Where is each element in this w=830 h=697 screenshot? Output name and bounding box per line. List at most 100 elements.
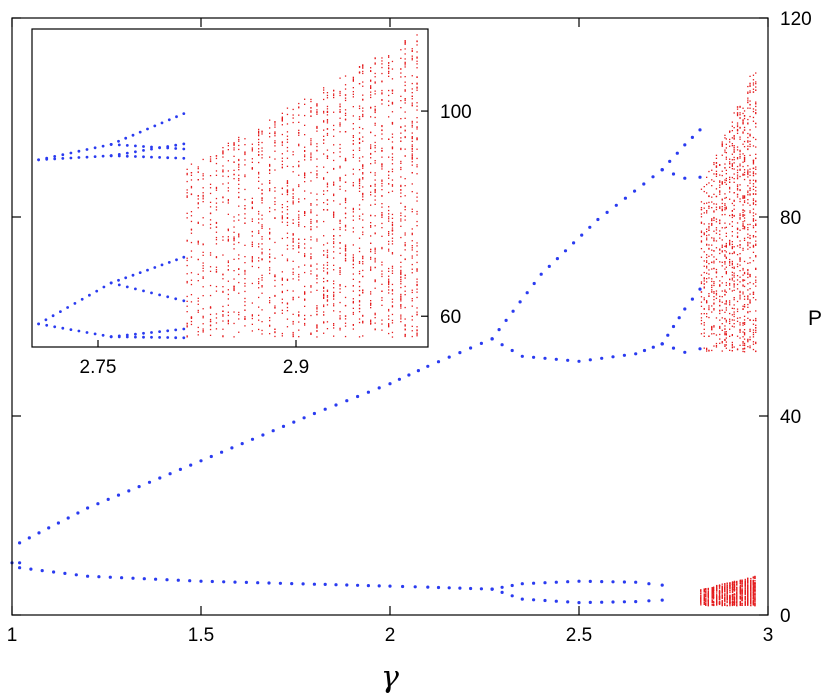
chaotic-point bbox=[339, 301, 341, 304]
chaotic-point bbox=[721, 182, 723, 184]
periodic-point bbox=[698, 175, 702, 179]
chaotic-point bbox=[316, 104, 318, 106]
chaotic-point bbox=[754, 598, 756, 600]
chaotic-point bbox=[755, 279, 757, 281]
chaotic-point bbox=[358, 160, 361, 162]
chaotic-point bbox=[261, 218, 263, 220]
inset-plot-frame bbox=[31, 28, 429, 348]
chaotic-point bbox=[274, 257, 276, 259]
chaotic-point bbox=[374, 72, 376, 75]
chaotic-point bbox=[316, 113, 318, 115]
chaotic-point bbox=[747, 577, 749, 579]
chaotic-point bbox=[404, 215, 406, 217]
chaotic-point bbox=[344, 325, 347, 327]
chaotic-point bbox=[269, 256, 271, 258]
chaotic-point bbox=[202, 317, 204, 319]
chaotic-point bbox=[323, 293, 325, 295]
chaotic-point bbox=[326, 110, 329, 113]
chaotic-point bbox=[316, 305, 318, 307]
chaotic-point bbox=[238, 331, 240, 333]
chaotic-point bbox=[197, 221, 199, 223]
chaotic-point bbox=[742, 223, 744, 225]
periodic-point bbox=[611, 355, 615, 359]
chaotic-point bbox=[344, 207, 347, 209]
chaotic-point bbox=[358, 116, 361, 118]
chaotic-point bbox=[388, 71, 390, 73]
chaotic-point bbox=[721, 603, 723, 605]
chaotic-point bbox=[215, 285, 218, 288]
periodic-point bbox=[109, 154, 113, 158]
chaotic-point bbox=[362, 115, 364, 118]
chaotic-point bbox=[400, 321, 402, 323]
chaotic-point bbox=[713, 240, 715, 242]
chaotic-point bbox=[286, 232, 289, 234]
chaotic-point bbox=[238, 191, 240, 194]
chaotic-point bbox=[749, 234, 751, 237]
periodic-point bbox=[510, 348, 514, 353]
chaotic-point bbox=[286, 131, 289, 133]
chaotic-point bbox=[736, 254, 739, 256]
chaotic-point bbox=[749, 182, 751, 184]
chaotic-point bbox=[310, 152, 312, 154]
periodic-point bbox=[182, 255, 186, 259]
chaotic-point bbox=[388, 243, 390, 245]
chaotic-point bbox=[404, 62, 406, 64]
chaotic-point bbox=[411, 57, 413, 59]
periodic-point bbox=[40, 569, 44, 573]
chaotic-point bbox=[739, 105, 741, 108]
chaotic-point bbox=[304, 271, 306, 274]
chaotic-point bbox=[713, 230, 715, 232]
chaotic-point bbox=[333, 183, 335, 185]
chaotic-point bbox=[747, 194, 749, 196]
chaotic-point bbox=[292, 331, 294, 334]
chaotic-point bbox=[713, 262, 715, 264]
chaotic-point bbox=[708, 293, 710, 295]
chaotic-point bbox=[739, 169, 741, 171]
chaotic-point bbox=[736, 320, 739, 322]
chaotic-point bbox=[261, 202, 263, 204]
chaotic-point bbox=[721, 317, 723, 319]
chaotic-point bbox=[215, 231, 218, 233]
chaotic-point bbox=[707, 593, 709, 595]
chaotic-point bbox=[358, 147, 361, 149]
chaotic-point bbox=[744, 604, 746, 606]
chaotic-point bbox=[736, 196, 739, 198]
chaotic-point bbox=[739, 246, 741, 249]
chaotic-point bbox=[298, 245, 300, 247]
periodic-point bbox=[554, 580, 558, 584]
chaotic-point bbox=[333, 251, 335, 253]
periodic-point bbox=[37, 531, 41, 535]
chaotic-point bbox=[711, 207, 713, 209]
chaotic-point bbox=[323, 321, 325, 324]
chaotic-point bbox=[352, 211, 354, 213]
chaotic-point bbox=[339, 247, 341, 249]
chaotic-point bbox=[742, 342, 744, 344]
chaotic-point bbox=[286, 224, 289, 226]
chaotic-point bbox=[416, 335, 418, 337]
chaotic-point bbox=[222, 150, 224, 152]
chaotic-point bbox=[700, 281, 703, 283]
chaotic-point bbox=[708, 263, 710, 265]
chaotic-point bbox=[747, 97, 749, 99]
chaotic-point bbox=[411, 240, 413, 242]
periodic-point bbox=[256, 581, 260, 585]
chaotic-point bbox=[755, 267, 757, 269]
chaotic-point bbox=[707, 588, 709, 591]
periodic-point bbox=[301, 582, 305, 586]
chaotic-point bbox=[416, 121, 418, 123]
chaotic-point bbox=[400, 272, 402, 274]
chaotic-point bbox=[715, 170, 718, 172]
chaotic-point bbox=[721, 202, 723, 205]
chaotic-point bbox=[388, 231, 390, 233]
chaotic-point bbox=[736, 222, 739, 224]
chaotic-point bbox=[352, 93, 354, 95]
periodic-point bbox=[117, 335, 121, 339]
chaotic-point bbox=[739, 240, 741, 242]
chaotic-point bbox=[238, 179, 240, 182]
chaotic-point bbox=[286, 217, 289, 219]
chaotic-point bbox=[715, 227, 718, 229]
chaotic-point bbox=[233, 226, 235, 228]
chaotic-point bbox=[736, 228, 739, 231]
chaotic-point bbox=[755, 331, 757, 333]
periodic-point bbox=[520, 354, 524, 358]
